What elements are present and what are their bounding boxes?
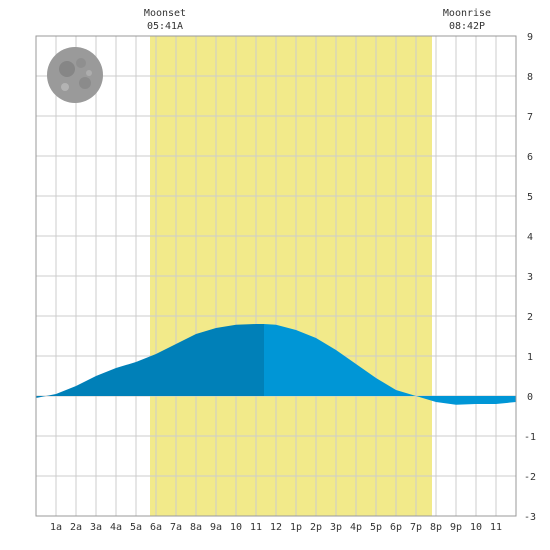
tide-area-dark	[36, 324, 264, 398]
x-tick-label: 9a	[210, 522, 222, 533]
grid-layer	[36, 36, 516, 516]
x-tick-label: 7a	[170, 522, 182, 533]
x-tick-label: 12	[270, 522, 282, 533]
x-tick-label: 2p	[310, 522, 322, 533]
y-tick-label: 4	[527, 232, 533, 243]
moon-disc	[47, 47, 103, 103]
y-tick-label: 5	[527, 192, 533, 203]
y-tick-label: -1	[524, 432, 536, 443]
x-tick-label: 2a	[70, 522, 82, 533]
x-tick-label: 10	[230, 522, 242, 533]
y-tick-label: -3	[524, 512, 536, 523]
y-tick-label: 2	[527, 312, 533, 323]
moonrise-time: 08:42P	[449, 21, 485, 32]
full-moon-icon	[47, 47, 103, 103]
x-tick-label: 11	[490, 522, 502, 533]
x-tick-label: 5p	[370, 522, 382, 533]
moonset-label: Moonset	[144, 8, 186, 19]
chart-frame	[35, 35, 517, 517]
x-tick-label: 8p	[430, 522, 442, 533]
y-axis-tick-labels: 9 8 7 6 5 4 3 2 1 0 -1 -2 -3	[524, 32, 536, 523]
x-tick-label: 4a	[110, 522, 122, 533]
moonrise-label: Moonrise	[443, 8, 491, 19]
x-tick-label: 11	[250, 522, 262, 533]
x-tick-label: 9p	[450, 522, 462, 533]
moon-crater	[76, 58, 86, 68]
x-tick-label: 6p	[390, 522, 402, 533]
x-tick-label: 5a	[130, 522, 142, 533]
moon-crater	[61, 83, 69, 91]
x-tick-label: 1a	[50, 522, 62, 533]
tide-area-layer	[36, 324, 516, 405]
x-axis-tick-labels: 1a 2a 3a 4a 5a 6a 7a 8a 9a 10 11 12 1p 2p 3p 4p 5p 6p 7p 8p…	[50, 522, 502, 533]
moonset-time: 05:41A	[147, 21, 183, 32]
y-tick-label: 7	[527, 112, 533, 123]
y-tick-label: 8	[527, 72, 533, 83]
y-tick-label: 6	[527, 152, 533, 163]
y-tick-label: 1	[527, 352, 533, 363]
moon-crater	[86, 70, 92, 76]
x-tick-label: 3a	[90, 522, 102, 533]
moon-crater	[79, 77, 91, 89]
tide-area-light	[264, 324, 516, 405]
x-tick-label: 8a	[190, 522, 202, 533]
moon-crater	[59, 61, 75, 77]
x-tick-label: 10	[470, 522, 482, 533]
x-tick-label: 4p	[350, 522, 362, 533]
x-tick-label: 6a	[150, 522, 162, 533]
y-tick-label: -2	[524, 472, 536, 483]
y-tick-label: 0	[527, 392, 533, 403]
x-tick-label: 1p	[290, 522, 302, 533]
y-tick-label: 9	[527, 32, 533, 43]
x-tick-label: 3p	[330, 522, 342, 533]
x-tick-label: 7p	[410, 522, 422, 533]
y-tick-label: 3	[527, 272, 533, 283]
